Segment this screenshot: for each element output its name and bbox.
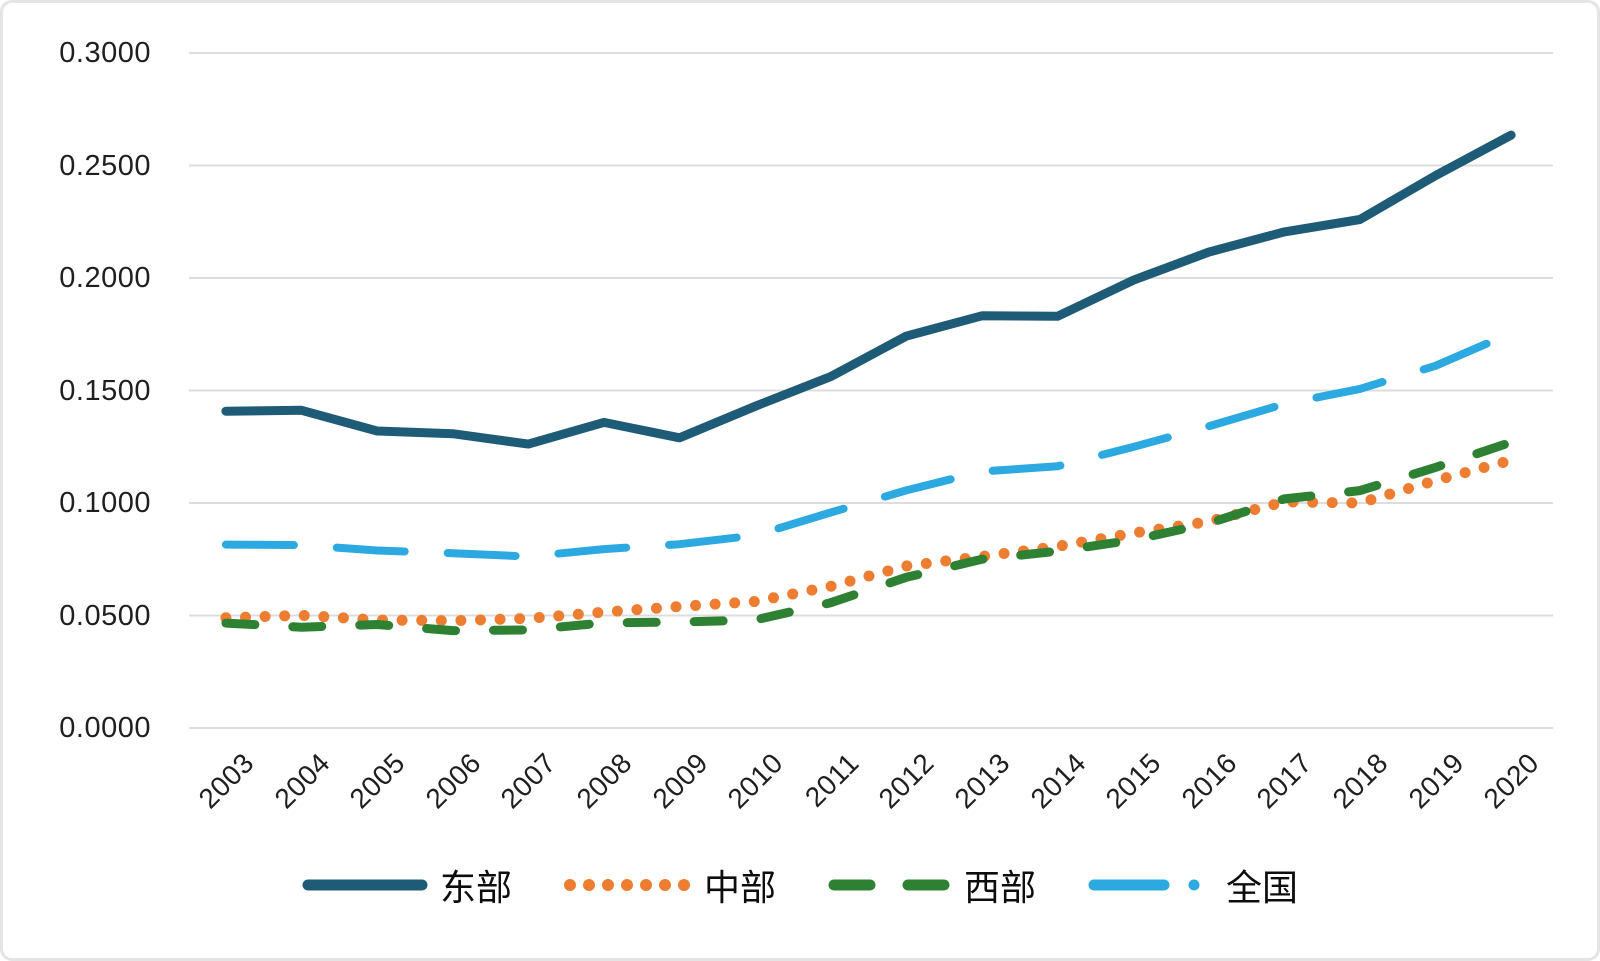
legend-swatch-east xyxy=(302,879,428,891)
series-line-national xyxy=(221,329,1516,561)
legend-label-national: 全国 xyxy=(1226,867,1299,908)
legend: 东部 中部 西部 全国 xyxy=(3,859,1597,911)
y-tick-label: 0.1500 xyxy=(59,374,151,407)
series-line-west xyxy=(221,437,1516,636)
y-tick-label: 0.0000 xyxy=(59,712,151,744)
legend-item-west: 西部 xyxy=(828,859,1036,911)
legend-swatch-west xyxy=(828,879,952,891)
legend-label-central: 中部 xyxy=(703,867,776,908)
y-tick-label: 0.2500 xyxy=(59,149,151,182)
y-tick-label: 0.0500 xyxy=(59,599,151,632)
legend-item-national: 全国 xyxy=(1088,859,1298,911)
y-tick-label: 0.3000 xyxy=(59,37,151,69)
gridlines xyxy=(189,52,1553,729)
legend-swatch-national xyxy=(1088,879,1214,891)
series-line-east xyxy=(221,130,1516,449)
y-tick-label: 0.2000 xyxy=(59,262,151,294)
y-tick-label: 0.1000 xyxy=(59,487,151,519)
plot-area xyxy=(189,52,1553,729)
legend-item-central: 中部 xyxy=(563,859,776,911)
legend-item-east: 东部 xyxy=(302,859,512,911)
legend-swatch-central xyxy=(563,879,692,891)
series-line-central xyxy=(220,454,1517,627)
legend-label-west: 西部 xyxy=(964,867,1037,908)
legend-label-east: 东部 xyxy=(439,867,512,908)
